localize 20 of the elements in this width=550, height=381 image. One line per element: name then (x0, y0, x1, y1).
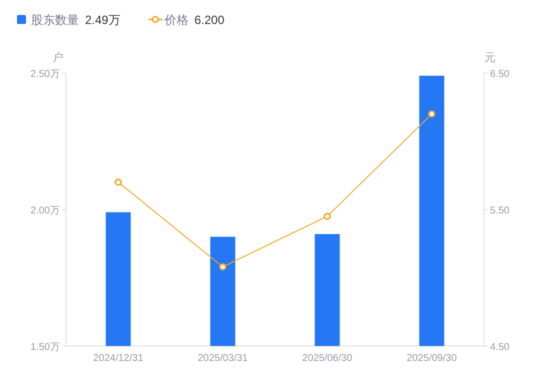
point (114, 178, 122, 186)
y2-tick-label: 6.50 (490, 69, 510, 80)
y-tick-label: 2.00万 (30, 206, 60, 216)
point (219, 263, 226, 270)
legend-label: 股东数量 (31, 13, 79, 27)
x-tick-label: 2025/03/31 (198, 353, 248, 364)
x-tick-label: 2025/09/30 (406, 353, 458, 364)
y-tick-label: 1.50万 (30, 342, 60, 353)
y-tick-label: 2.50万 (30, 69, 60, 80)
legend-label: 价格 (163, 13, 188, 27)
x-tick-label: 2025/06/30 (302, 353, 353, 364)
x-tick-label: 2024/12/31 (93, 353, 144, 364)
point (428, 110, 436, 118)
y2-tick-label: 4.50 (490, 342, 510, 353)
y2-axis-title: 元 (484, 52, 496, 64)
y2-tick-label: 5.50 (490, 206, 510, 216)
point (324, 212, 331, 220)
text: 2.49万 (85, 13, 120, 27)
text: 6.200 (194, 13, 225, 27)
y-axis-title: 户 (52, 51, 64, 64)
